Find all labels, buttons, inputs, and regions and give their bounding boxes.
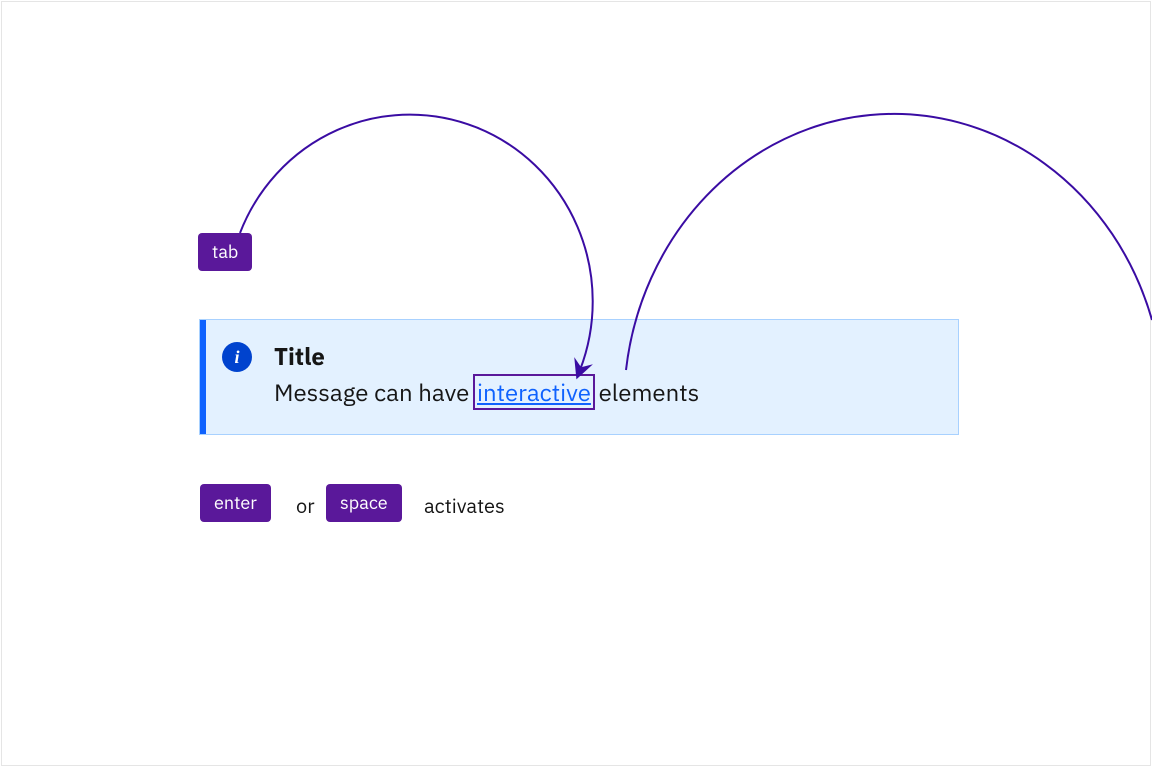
label-or: or bbox=[296, 492, 315, 519]
message-text-after: elements bbox=[593, 376, 699, 408]
key-tab: tab bbox=[198, 233, 252, 271]
notification-message: Message can have interactive elements bbox=[274, 376, 699, 408]
diagram-frame: tab i Title Message can have interactive… bbox=[1, 1, 1151, 766]
key-enter: enter bbox=[200, 484, 271, 522]
key-space-label: space bbox=[340, 494, 388, 512]
key-enter-label: enter bbox=[214, 494, 257, 512]
info-notification: i Title Message can have interactive ele… bbox=[199, 319, 959, 435]
message-text-before: Message can have bbox=[274, 376, 475, 408]
label-activates: activates bbox=[424, 492, 505, 519]
key-tab-label: tab bbox=[212, 243, 238, 261]
key-space: space bbox=[326, 484, 402, 522]
notification-body: Title Message can have interactive eleme… bbox=[274, 340, 699, 408]
notification-title: Title bbox=[274, 340, 699, 372]
notification-accent-bar bbox=[200, 320, 206, 434]
interactive-link[interactable]: interactive bbox=[475, 376, 593, 408]
info-icon: i bbox=[222, 342, 252, 372]
